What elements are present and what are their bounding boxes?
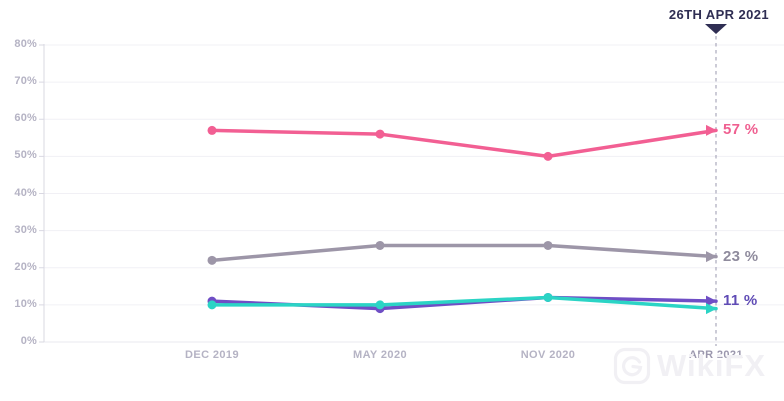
y-axis-tick-label: 50% xyxy=(14,149,37,162)
y-axis-tick-label: 60% xyxy=(14,112,37,125)
annotation-date-label: 26TH APR 2021 xyxy=(668,7,769,22)
y-axis-tick-label: 40% xyxy=(14,186,37,199)
series-arrowhead-gray xyxy=(706,251,717,263)
x-axis-tick-label: NOV 2020 xyxy=(520,349,576,361)
y-axis-tick-label: 80% xyxy=(14,38,37,50)
annotation-arrow-down-icon xyxy=(705,24,727,34)
end-value-label-gray: 23 % xyxy=(723,247,759,265)
y-axis-tick-label: 70% xyxy=(14,75,37,88)
x-axis-tick-label: DEC 2019 xyxy=(185,349,239,361)
series-line-teal xyxy=(210,295,718,311)
data-point-teal xyxy=(207,300,217,310)
y-axis-tick-label: 30% xyxy=(14,223,37,236)
end-value-label-pink: 57 % xyxy=(723,121,759,139)
y-axis-tick-label: 20% xyxy=(14,260,37,273)
data-point-pink xyxy=(543,151,553,161)
series-line-pink xyxy=(210,128,718,159)
data-point-pink xyxy=(207,125,217,135)
series-arrowhead-teal xyxy=(706,303,717,315)
series-arrowhead-purple xyxy=(706,295,717,307)
end-value-label-purple: 11 % xyxy=(723,292,758,310)
y-axis-tick-label: 0% xyxy=(20,335,37,347)
data-point-teal xyxy=(375,300,385,310)
data-point-teal xyxy=(543,292,553,302)
series-line-gray xyxy=(210,243,718,263)
y-axis-tick-label: 10% xyxy=(14,297,37,310)
data-point-gray xyxy=(207,255,217,265)
series-arrowhead-pink xyxy=(706,124,717,136)
data-point-pink xyxy=(375,129,385,139)
data-point-gray xyxy=(375,240,385,250)
x-axis-tick-label: MAY 2020 xyxy=(353,349,407,361)
data-point-gray xyxy=(543,240,553,250)
x-axis-tick-label: APR 2021 xyxy=(689,349,743,361)
